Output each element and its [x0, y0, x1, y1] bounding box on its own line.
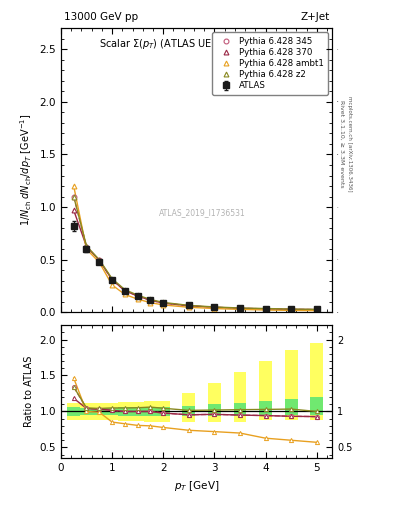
Pythia 6.428 ambt1 — [263, 307, 268, 313]
Pythia 6.428 ambt1 — [110, 282, 114, 288]
Pythia 6.428 345 — [238, 305, 242, 311]
Pythia 6.428 z2 — [314, 306, 319, 312]
Pythia 6.428 z2 — [110, 275, 114, 282]
Y-axis label: Ratio to ATLAS: Ratio to ATLAS — [24, 356, 34, 428]
Text: Z+Jet: Z+Jet — [300, 12, 329, 23]
Pythia 6.428 370 — [97, 257, 102, 263]
Pythia 6.428 z2 — [289, 306, 294, 312]
Pythia 6.428 ambt1 — [212, 306, 217, 312]
Pythia 6.428 z2 — [148, 296, 153, 303]
Pythia 6.428 345 — [123, 288, 127, 294]
Pythia 6.428 370 — [263, 306, 268, 312]
Pythia 6.428 z2 — [135, 292, 140, 298]
Pythia 6.428 370 — [110, 276, 114, 283]
Pythia 6.428 ambt1 — [289, 307, 294, 313]
Pythia 6.428 345 — [84, 244, 89, 250]
Pythia 6.428 ambt1 — [72, 183, 76, 189]
Pythia 6.428 345 — [110, 276, 114, 283]
Pythia 6.428 ambt1 — [186, 304, 191, 310]
Pythia 6.428 ambt1 — [123, 291, 127, 297]
Pythia 6.428 345 — [186, 303, 191, 309]
Pythia 6.428 370 — [212, 304, 217, 310]
Pythia 6.428 345 — [314, 307, 319, 313]
Pythia 6.428 345 — [212, 304, 217, 310]
Pythia 6.428 ambt1 — [148, 300, 153, 306]
X-axis label: $p_T$ [GeV]: $p_T$ [GeV] — [174, 479, 219, 493]
Line: Pythia 6.428 345: Pythia 6.428 345 — [71, 194, 319, 312]
Line: Pythia 6.428 z2: Pythia 6.428 z2 — [71, 194, 319, 312]
Pythia 6.428 z2 — [84, 243, 89, 249]
Pythia 6.428 z2 — [238, 305, 242, 311]
Pythia 6.428 345 — [72, 194, 76, 200]
Pythia 6.428 z2 — [161, 300, 165, 306]
Pythia 6.428 345 — [289, 306, 294, 312]
Pythia 6.428 345 — [135, 293, 140, 299]
Pythia 6.428 z2 — [72, 194, 76, 200]
Pythia 6.428 ambt1 — [314, 308, 319, 314]
Pythia 6.428 345 — [97, 257, 102, 263]
Pythia 6.428 z2 — [263, 306, 268, 312]
Pythia 6.428 370 — [289, 306, 294, 312]
Text: mcplots.cern.ch [arXiv:1306.3436]: mcplots.cern.ch [arXiv:1306.3436] — [347, 96, 352, 191]
Line: Pythia 6.428 ambt1: Pythia 6.428 ambt1 — [71, 184, 319, 313]
Pythia 6.428 370 — [135, 293, 140, 299]
Pythia 6.428 ambt1 — [238, 306, 242, 312]
Pythia 6.428 z2 — [186, 302, 191, 308]
Pythia 6.428 370 — [238, 305, 242, 311]
Pythia 6.428 370 — [84, 244, 89, 250]
Text: Rivet 3.1.10, ≥ 3.3M events: Rivet 3.1.10, ≥ 3.3M events — [339, 99, 344, 187]
Pythia 6.428 345 — [161, 300, 165, 306]
Pythia 6.428 ambt1 — [161, 302, 165, 308]
Pythia 6.428 345 — [263, 306, 268, 312]
Pythia 6.428 z2 — [97, 257, 102, 263]
Pythia 6.428 370 — [314, 307, 319, 313]
Pythia 6.428 370 — [161, 300, 165, 306]
Text: ATLAS_2019_I1736531: ATLAS_2019_I1736531 — [158, 208, 245, 218]
Pythia 6.428 ambt1 — [135, 296, 140, 302]
Pythia 6.428 370 — [186, 303, 191, 309]
Pythia 6.428 z2 — [212, 304, 217, 310]
Text: 13000 GeV pp: 13000 GeV pp — [64, 12, 138, 23]
Pythia 6.428 ambt1 — [84, 246, 89, 252]
Pythia 6.428 370 — [148, 297, 153, 303]
Line: Pythia 6.428 370: Pythia 6.428 370 — [71, 208, 319, 312]
Pythia 6.428 z2 — [123, 287, 127, 293]
Legend: Pythia 6.428 345, Pythia 6.428 370, Pythia 6.428 ambt1, Pythia 6.428 z2, ATLAS: Pythia 6.428 345, Pythia 6.428 370, Pyth… — [212, 32, 328, 95]
Text: Scalar $\Sigma(p_T)$ (ATLAS UE in Z production): Scalar $\Sigma(p_T)$ (ATLAS UE in Z prod… — [99, 37, 294, 51]
Pythia 6.428 370 — [123, 288, 127, 294]
Y-axis label: $1/N_{\rm ch}\;dN_{\rm ch}/dp_T$ [GeV$^{-1}$]: $1/N_{\rm ch}\;dN_{\rm ch}/dp_T$ [GeV$^{… — [18, 114, 34, 226]
Pythia 6.428 370 — [72, 207, 76, 214]
Pythia 6.428 345 — [148, 297, 153, 303]
Pythia 6.428 ambt1 — [97, 259, 102, 265]
